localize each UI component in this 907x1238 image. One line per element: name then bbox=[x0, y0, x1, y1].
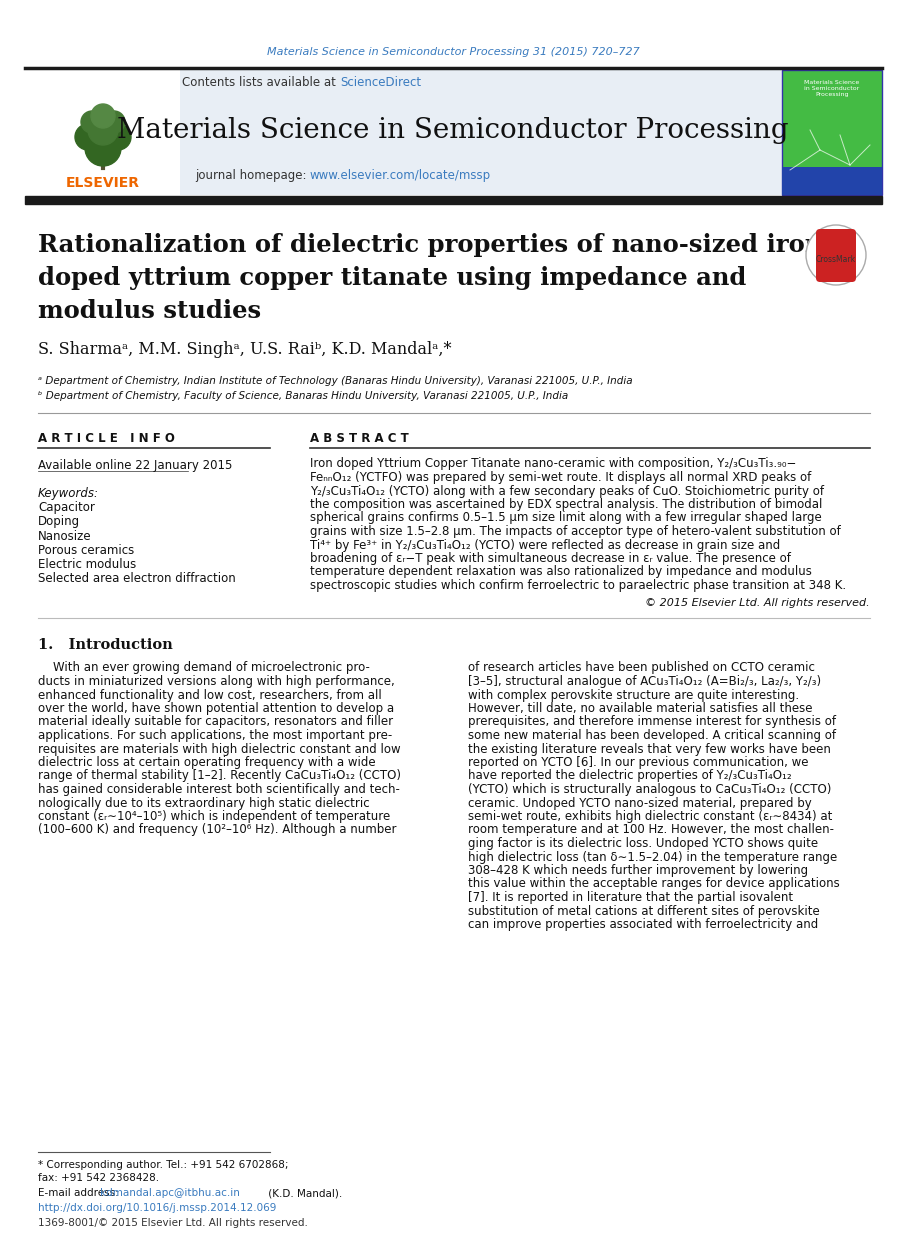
Text: Available online 22 January 2015: Available online 22 January 2015 bbox=[38, 459, 232, 473]
Text: high dielectric loss (tan δ∼1.5–2.04) in the temperature range: high dielectric loss (tan δ∼1.5–2.04) in… bbox=[468, 851, 837, 863]
Text: broadening of εᵣ−T peak with simultaneous decrease in εᵣ value. The presence of: broadening of εᵣ−T peak with simultaneou… bbox=[310, 552, 791, 565]
Text: spherical grains confirms 0.5–1.5 μm size limit along with a few irregular shape: spherical grains confirms 0.5–1.5 μm siz… bbox=[310, 511, 822, 525]
Text: prerequisites, and therefore immense interest for synthesis of: prerequisites, and therefore immense int… bbox=[468, 716, 836, 728]
Text: Keywords:: Keywords: bbox=[38, 488, 99, 500]
Text: has gained considerable interest both scientifically and tech-: has gained considerable interest both sc… bbox=[38, 782, 400, 796]
Text: http://dx.doi.org/10.1016/j.mssp.2014.12.069: http://dx.doi.org/10.1016/j.mssp.2014.12… bbox=[38, 1203, 277, 1213]
Text: E-mail address:: E-mail address: bbox=[38, 1188, 122, 1198]
Text: constant (εᵣ∼10⁴–10⁵) which is independent of temperature: constant (εᵣ∼10⁴–10⁵) which is independe… bbox=[38, 810, 390, 823]
Text: ceramic. Undoped YCTO nano-sized material, prepared by: ceramic. Undoped YCTO nano-sized materia… bbox=[468, 796, 812, 810]
Text: Selected area electron diffraction: Selected area electron diffraction bbox=[38, 572, 236, 584]
FancyBboxPatch shape bbox=[782, 167, 882, 196]
Text: this value within the acceptable ranges for device applications: this value within the acceptable ranges … bbox=[468, 878, 840, 890]
Text: some new material has been developed. A critical scanning of: some new material has been developed. A … bbox=[468, 729, 836, 742]
Circle shape bbox=[105, 124, 131, 150]
Text: Materials Science
in Semiconductor
Processing: Materials Science in Semiconductor Proce… bbox=[805, 80, 860, 98]
Text: A B S T R A C T: A B S T R A C T bbox=[310, 432, 409, 444]
Text: Porous ceramics: Porous ceramics bbox=[38, 543, 134, 557]
Text: enhanced functionality and low cost, researchers, from all: enhanced functionality and low cost, res… bbox=[38, 688, 382, 702]
Text: A R T I C L E   I N F O: A R T I C L E I N F O bbox=[38, 432, 175, 444]
Text: Materials Science in Semiconductor Processing 31 (2015) 720–727: Materials Science in Semiconductor Proce… bbox=[267, 47, 639, 57]
Circle shape bbox=[88, 115, 118, 145]
Text: © 2015 Elsevier Ltd. All rights reserved.: © 2015 Elsevier Ltd. All rights reserved… bbox=[646, 598, 870, 608]
Bar bbox=[25, 196, 882, 204]
Circle shape bbox=[85, 130, 121, 166]
Text: Materials Science in Semiconductor Processing: Materials Science in Semiconductor Proce… bbox=[117, 116, 789, 144]
Text: Iron doped Yttrium Copper Titanate nano-ceramic with composition, Y₂/₃Cu₃Ti₃.₉₀−: Iron doped Yttrium Copper Titanate nano-… bbox=[310, 458, 796, 470]
Text: ScienceDirect: ScienceDirect bbox=[340, 76, 421, 88]
FancyBboxPatch shape bbox=[25, 71, 882, 196]
Text: ELSEVIER: ELSEVIER bbox=[66, 176, 140, 189]
Circle shape bbox=[91, 104, 115, 128]
Text: fax: +91 542 2368428.: fax: +91 542 2368428. bbox=[38, 1172, 159, 1184]
FancyBboxPatch shape bbox=[25, 71, 180, 196]
Text: applications. For such applications, the most important pre-: applications. For such applications, the… bbox=[38, 729, 392, 742]
Circle shape bbox=[806, 225, 866, 285]
Text: with complex perovskite structure are quite interesting.: with complex perovskite structure are qu… bbox=[468, 688, 799, 702]
Text: journal homepage:: journal homepage: bbox=[195, 168, 310, 182]
Text: material ideally suitable for capacitors, resonators and filler: material ideally suitable for capacitors… bbox=[38, 716, 393, 728]
Text: (100–600 K) and frequency (10²–10⁶ Hz). Although a number: (100–600 K) and frequency (10²–10⁶ Hz). … bbox=[38, 823, 396, 837]
Text: [3–5], structural analogue of ACu₃Ti₄O₁₂ (A=Bi₂/₃, La₂/₃, Y₂/₃): [3–5], structural analogue of ACu₃Ti₄O₁₂… bbox=[468, 675, 821, 688]
Text: Doping: Doping bbox=[38, 515, 80, 529]
Text: requisites are materials with high dielectric constant and low: requisites are materials with high diele… bbox=[38, 743, 401, 755]
Text: spectroscopic studies which confirm ferroelectric to paraelectric phase transiti: spectroscopic studies which confirm ferr… bbox=[310, 579, 846, 592]
Text: range of thermal stability [1–2]. Recently CaCu₃Ti₄O₁₂ (CCTO): range of thermal stability [1–2]. Recent… bbox=[38, 770, 401, 782]
Text: semi-wet route, exhibits high dielectric constant (εᵣ∼8434) at: semi-wet route, exhibits high dielectric… bbox=[468, 810, 833, 823]
Text: reported on YCTO [6]. In our previous communication, we: reported on YCTO [6]. In our previous co… bbox=[468, 756, 808, 769]
Text: the existing literature reveals that very few works have been: the existing literature reveals that ver… bbox=[468, 743, 831, 755]
Circle shape bbox=[75, 124, 101, 150]
Text: of research articles have been published on CCTO ceramic: of research articles have been published… bbox=[468, 661, 814, 675]
Text: the composition was ascertained by EDX spectral analysis. The distribution of bi: the composition was ascertained by EDX s… bbox=[310, 498, 823, 511]
FancyBboxPatch shape bbox=[782, 71, 882, 196]
Text: have reported the dielectric properties of Y₂/₃Cu₃Ti₄O₁₂: have reported the dielectric properties … bbox=[468, 770, 792, 782]
Text: Rationalization of dielectric properties of nano-sized iron: Rationalization of dielectric properties… bbox=[38, 233, 823, 258]
Text: S. Sharmaᵃ, M.M. Singhᵃ, U.S. Raiᵇ, K.D. Mandalᵃ,*: S. Sharmaᵃ, M.M. Singhᵃ, U.S. Raiᵇ, K.D.… bbox=[38, 342, 452, 359]
Text: can improve properties associated with ferroelectricity and: can improve properties associated with f… bbox=[468, 919, 818, 931]
Text: over the world, have shown potential attention to develop a: over the world, have shown potential att… bbox=[38, 702, 395, 716]
Text: substitution of metal cations at different sites of perovskite: substitution of metal cations at differe… bbox=[468, 905, 820, 917]
Text: ᵇ Department of Chemistry, Faculty of Science, Banaras Hindu University, Varanas: ᵇ Department of Chemistry, Faculty of Sc… bbox=[38, 391, 569, 401]
Text: Electric modulus: Electric modulus bbox=[38, 557, 136, 571]
Text: Nanosize: Nanosize bbox=[38, 530, 92, 542]
Text: Y₂/₃Cu₃Ti₄O₁₂ (YCTO) along with a few secondary peaks of CuO. Stoichiometric pur: Y₂/₃Cu₃Ti₄O₁₂ (YCTO) along with a few se… bbox=[310, 484, 824, 498]
Text: Contents lists available at: Contents lists available at bbox=[182, 76, 340, 88]
Text: dielectric loss at certain operating frequency with a wide: dielectric loss at certain operating fre… bbox=[38, 756, 375, 769]
Text: * Corresponding author. Tel.: +91 542 6702868;: * Corresponding author. Tel.: +91 542 67… bbox=[38, 1160, 288, 1170]
Text: ᵃ Department of Chemistry, Indian Institute of Technology (Banaras Hindu Univers: ᵃ Department of Chemistry, Indian Instit… bbox=[38, 376, 632, 386]
Text: 308–428 K which needs further improvement by lowering: 308–428 K which needs further improvemen… bbox=[468, 864, 808, 877]
Text: Capacitor: Capacitor bbox=[38, 501, 95, 515]
Text: ducts in miniaturized versions along with high performance,: ducts in miniaturized versions along wit… bbox=[38, 675, 395, 688]
Circle shape bbox=[81, 111, 103, 132]
Text: [7]. It is reported in literature that the partial isovalent: [7]. It is reported in literature that t… bbox=[468, 891, 793, 904]
Text: (YCTO) which is structurally analogous to CaCu₃Ti₄O₁₂ (CCTO): (YCTO) which is structurally analogous t… bbox=[468, 782, 832, 796]
Text: CrossMark: CrossMark bbox=[816, 255, 856, 265]
Text: 1.   Introduction: 1. Introduction bbox=[38, 638, 172, 652]
Text: (K.D. Mandal).: (K.D. Mandal). bbox=[265, 1188, 342, 1198]
Text: FeₙₙO₁₂ (YCTFO) was prepared by semi-wet route. It displays all normal XRD peaks: FeₙₙO₁₂ (YCTFO) was prepared by semi-wet… bbox=[310, 470, 811, 484]
Text: room temperature and at 100 Hz. However, the most challen-: room temperature and at 100 Hz. However,… bbox=[468, 823, 834, 837]
Text: 1369-8001/© 2015 Elsevier Ltd. All rights reserved.: 1369-8001/© 2015 Elsevier Ltd. All right… bbox=[38, 1218, 307, 1228]
Text: grains with size 1.5–2.8 μm. The impacts of acceptor type of hetero-valent subst: grains with size 1.5–2.8 μm. The impacts… bbox=[310, 525, 841, 539]
Text: Ti⁴⁺ by Fe³⁺ in Y₂/₃Cu₃Ti₄O₁₂ (YCTO) were reflected as decrease in grain size an: Ti⁴⁺ by Fe³⁺ in Y₂/₃Cu₃Ti₄O₁₂ (YCTO) wer… bbox=[310, 539, 780, 551]
Text: However, till date, no available material satisfies all these: However, till date, no available materia… bbox=[468, 702, 813, 716]
Text: With an ever growing demand of microelectronic pro-: With an ever growing demand of microelec… bbox=[38, 661, 370, 675]
Circle shape bbox=[103, 111, 125, 132]
Text: temperature dependent relaxation was also rationalized by impedance and modulus: temperature dependent relaxation was als… bbox=[310, 566, 812, 578]
Text: modulus studies: modulus studies bbox=[38, 300, 261, 323]
Text: doped yttrium copper titanate using impedance and: doped yttrium copper titanate using impe… bbox=[38, 266, 746, 290]
FancyBboxPatch shape bbox=[816, 229, 856, 282]
Text: ging factor is its dielectric loss. Undoped YCTO shows quite: ging factor is its dielectric loss. Undo… bbox=[468, 837, 818, 851]
Text: www.elsevier.com/locate/mssp: www.elsevier.com/locate/mssp bbox=[310, 168, 491, 182]
Text: kdmandal.apc@itbhu.ac.in: kdmandal.apc@itbhu.ac.in bbox=[100, 1188, 239, 1198]
Text: nologically due to its extraordinary high static dielectric: nologically due to its extraordinary hig… bbox=[38, 796, 370, 810]
